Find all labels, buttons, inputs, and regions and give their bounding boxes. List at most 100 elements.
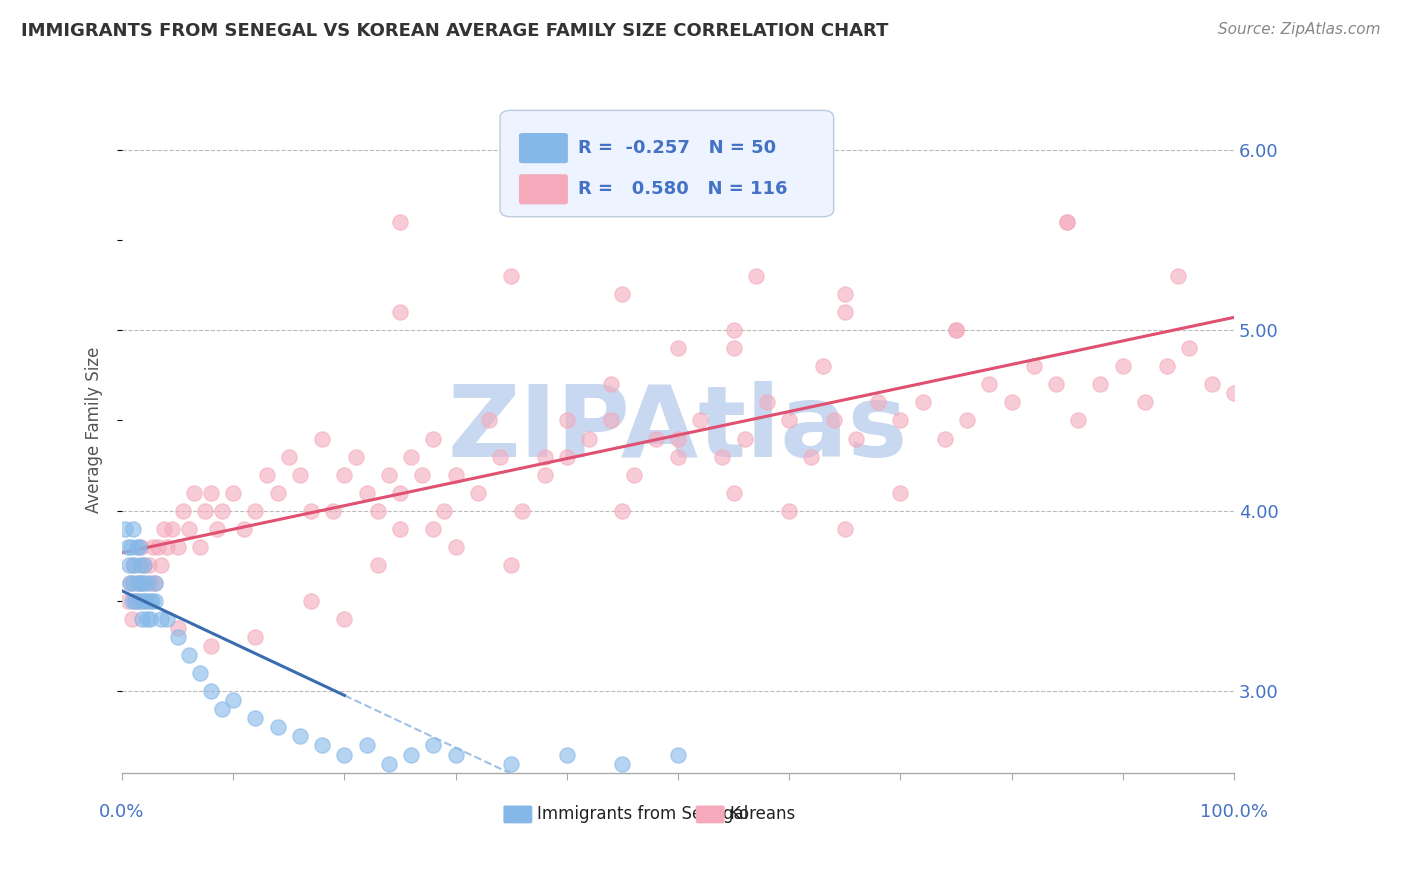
Point: [1201, 377, 1223, 392]
Point: [333, 467, 356, 482]
Point: [422, 522, 444, 536]
Point: [800, 450, 823, 464]
Point: [600, 377, 623, 392]
Point: [267, 721, 290, 735]
Point: [145, 576, 167, 591]
Point: [188, 540, 211, 554]
Point: [356, 485, 378, 500]
Point: [1178, 341, 1201, 355]
Point: [134, 558, 156, 572]
Point: [389, 305, 412, 319]
Point: [367, 504, 389, 518]
Point: [501, 558, 523, 572]
Text: IMMIGRANTS FROM SENEGAL VS KOREAN AVERAGE FAMILY SIZE CORRELATION CHART: IMMIGRANTS FROM SENEGAL VS KOREAN AVERAG…: [21, 22, 889, 40]
Point: [139, 576, 162, 591]
Point: [1223, 386, 1246, 401]
Point: [778, 413, 800, 427]
Point: [1167, 268, 1189, 283]
Point: [142, 540, 165, 554]
Point: [1045, 377, 1067, 392]
Point: [124, 558, 146, 572]
Point: [139, 594, 162, 608]
Point: [299, 504, 322, 518]
Point: [138, 558, 160, 572]
Point: [245, 630, 267, 644]
Point: [245, 711, 267, 725]
Point: [399, 450, 422, 464]
Point: [834, 305, 856, 319]
Point: [166, 621, 188, 635]
Point: [711, 450, 734, 464]
Point: [311, 739, 333, 753]
Point: [644, 432, 666, 446]
Point: [194, 504, 217, 518]
Point: [122, 558, 145, 572]
Point: [811, 359, 834, 374]
Point: [422, 739, 444, 753]
Point: [422, 432, 444, 446]
Point: [723, 485, 745, 500]
Text: Source: ZipAtlas.com: Source: ZipAtlas.com: [1218, 22, 1381, 37]
Text: Koreans: Koreans: [730, 805, 796, 823]
Point: [141, 594, 163, 608]
Point: [222, 485, 245, 500]
Point: [128, 594, 150, 608]
Point: [129, 540, 152, 554]
Point: [118, 576, 141, 591]
Point: [623, 467, 645, 482]
Point: [666, 432, 689, 446]
Point: [723, 323, 745, 337]
Point: [433, 504, 456, 518]
Point: [444, 540, 467, 554]
Point: [1090, 377, 1112, 392]
Point: [132, 594, 155, 608]
Point: [845, 432, 868, 446]
Point: [555, 450, 578, 464]
Point: [146, 540, 169, 554]
Point: [945, 323, 967, 337]
Point: [979, 377, 1001, 392]
FancyBboxPatch shape: [696, 805, 724, 823]
Point: [128, 558, 150, 572]
Point: [510, 504, 533, 518]
Point: [689, 413, 711, 427]
Point: [600, 413, 623, 427]
Point: [127, 576, 149, 591]
Point: [478, 413, 501, 427]
Point: [135, 612, 157, 626]
Point: [1067, 413, 1090, 427]
Point: [666, 341, 689, 355]
Point: [333, 612, 356, 626]
Point: [389, 522, 412, 536]
Point: [117, 540, 139, 554]
Point: [489, 450, 512, 464]
Point: [389, 215, 412, 229]
Point: [155, 612, 177, 626]
Point: [356, 739, 378, 753]
Point: [211, 504, 233, 518]
Point: [823, 413, 845, 427]
Point: [122, 522, 145, 536]
Point: [612, 287, 634, 301]
Point: [139, 612, 162, 626]
Point: [555, 747, 578, 762]
Point: [288, 467, 311, 482]
Point: [299, 594, 322, 608]
FancyBboxPatch shape: [501, 111, 834, 217]
Point: [222, 693, 245, 707]
Point: [288, 730, 311, 744]
Point: [834, 522, 856, 536]
Point: [149, 558, 172, 572]
Point: [211, 702, 233, 716]
Point: [145, 594, 167, 608]
Point: [1056, 215, 1078, 229]
Point: [205, 522, 228, 536]
Point: [555, 413, 578, 427]
FancyBboxPatch shape: [519, 133, 568, 163]
Point: [155, 540, 177, 554]
Point: [122, 576, 145, 591]
Point: [118, 558, 141, 572]
Point: [149, 612, 172, 626]
Point: [166, 630, 188, 644]
Point: [533, 467, 555, 482]
